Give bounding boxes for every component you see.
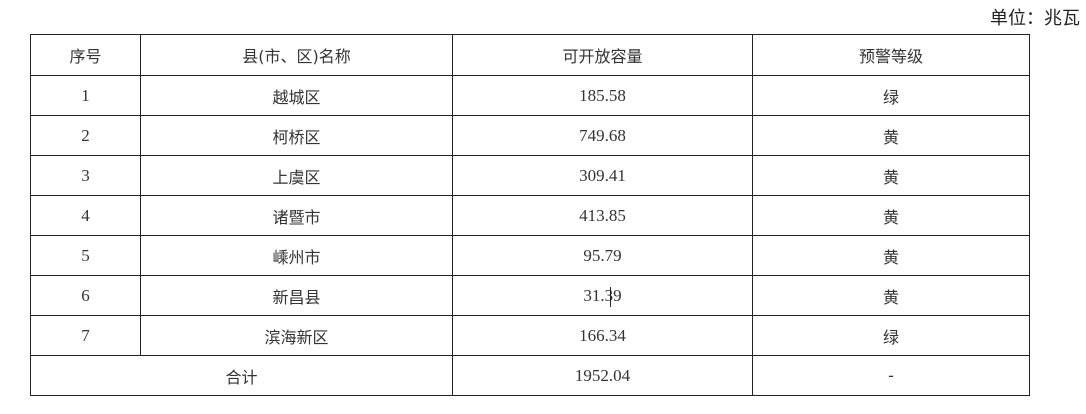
- capacity-table: 序号 县(市、区)名称 可开放容量 预警等级 1 越城区 185.58 绿 2 柯桥区 74…: [30, 34, 1030, 396]
- cell-index: 2: [30, 115, 141, 156]
- text-cursor: [609, 287, 611, 307]
- cell-name: 滨海新区: [140, 315, 453, 356]
- total-label: 合计: [30, 355, 453, 396]
- cell-capacity[interactable]: 749.68: [452, 115, 753, 156]
- header-index: 序号: [30, 34, 141, 76]
- cell-level: 黄: [752, 155, 1030, 196]
- cell-index: 3: [30, 155, 141, 196]
- cell-index: 4: [30, 195, 141, 236]
- table-row: 3 上虞区 309.41 黄: [30, 155, 1030, 196]
- cell-capacity[interactable]: 413.85: [452, 195, 753, 236]
- cell-index: 7: [30, 315, 141, 356]
- cell-level: 黄: [752, 115, 1030, 156]
- cell-level: 黄: [752, 235, 1030, 276]
- cell-capacity[interactable]: 185.58: [452, 75, 753, 116]
- table-header-row: 序号 县(市、区)名称 可开放容量 预警等级: [30, 34, 1030, 76]
- cell-name: 新昌县: [140, 275, 453, 316]
- cell-level: 绿: [752, 75, 1030, 116]
- cell-index: 5: [30, 235, 141, 276]
- cell-capacity[interactable]: 95.79: [452, 235, 753, 276]
- cell-capacity[interactable]: 31.39: [452, 275, 753, 316]
- cell-level: 绿: [752, 315, 1030, 356]
- cell-capacity[interactable]: 309.41: [452, 155, 753, 196]
- header-level: 预警等级: [752, 34, 1030, 76]
- cell-level: 黄: [752, 275, 1030, 316]
- cell-name: 嵊州市: [140, 235, 453, 276]
- cell-name: 柯桥区: [140, 115, 453, 156]
- table-row: 6 新昌县 31.39 黄: [30, 275, 1030, 316]
- cell-index: 1: [30, 75, 141, 116]
- cell-capacity[interactable]: 166.34: [452, 315, 753, 356]
- unit-label: 单位：兆瓦: [990, 8, 1080, 29]
- cell-level: 黄: [752, 195, 1030, 236]
- table-row: 4 诸暨市 413.85 黄: [30, 195, 1030, 236]
- table-row: 7 滨海新区 166.34 绿: [30, 315, 1030, 356]
- total-capacity: 1952.04: [452, 355, 753, 396]
- total-level: -: [752, 355, 1030, 396]
- table-row: 2 柯桥区 749.68 黄: [30, 115, 1030, 156]
- table-row: 1 越城区 185.58 绿: [30, 75, 1030, 116]
- total-row: 合计 1952.04-: [30, 355, 1030, 396]
- header-name: 县(市、区)名称: [140, 34, 453, 76]
- header-capacity: 可开放容量: [452, 34, 753, 76]
- cell-name: 诸暨市: [140, 195, 453, 236]
- cell-index: 6: [30, 275, 141, 316]
- cell-name: 上虞区: [140, 155, 453, 196]
- table-row: 5 嵊州市 95.79 黄: [30, 235, 1030, 276]
- cell-name: 越城区: [140, 75, 453, 116]
